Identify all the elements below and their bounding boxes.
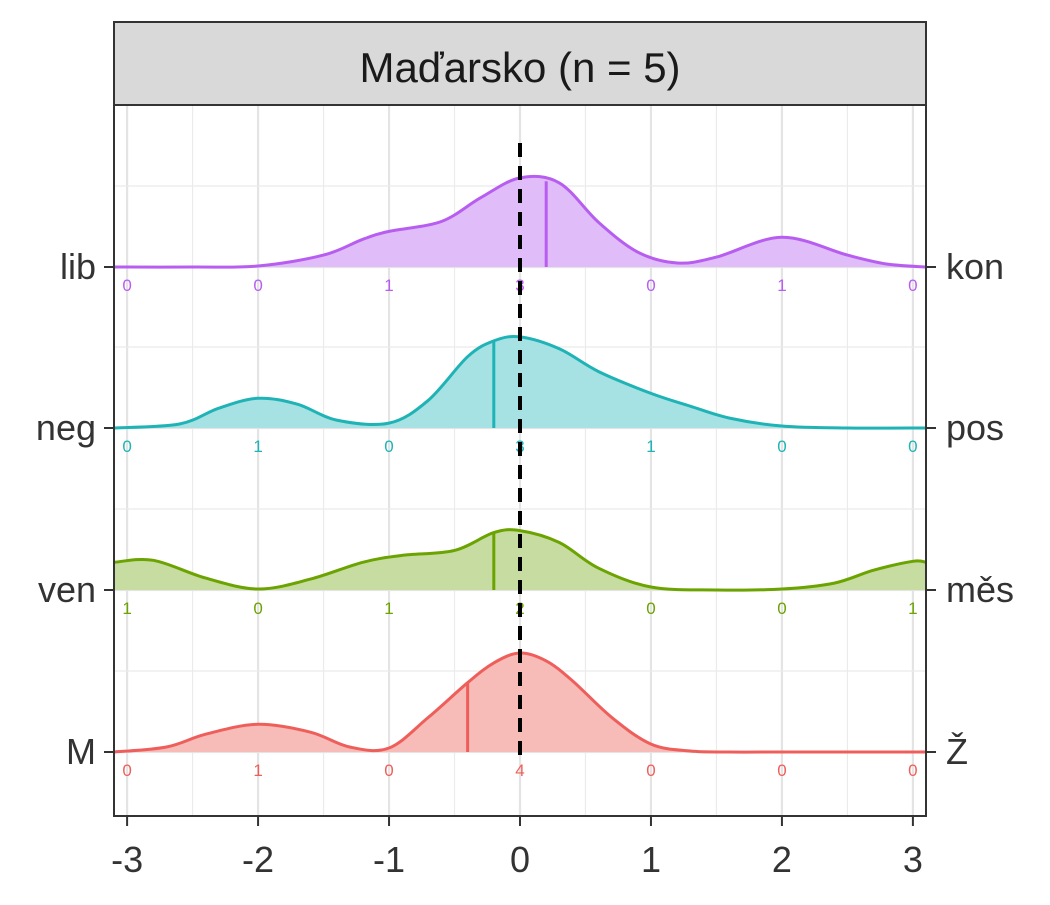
axes: -3 -2 -1 0 1 2 3 lib kon neg pos ven měs M Ž (36, 246, 1014, 880)
count-label: 1 (646, 437, 655, 456)
y-label-left: lib (60, 246, 96, 287)
count-label: 0 (908, 761, 917, 780)
x-tick-label: -1 (373, 839, 405, 880)
y-label-left: M (66, 731, 96, 772)
count-label: 1 (253, 437, 262, 456)
ridge-line (113, 651, 926, 754)
count-label: 4 (515, 761, 524, 780)
count-label: 0 (777, 761, 786, 780)
x-tick-label: 2 (772, 839, 792, 880)
y-label-right: pos (946, 407, 1004, 448)
count-label: 0 (384, 761, 393, 780)
count-label: 0 (122, 276, 131, 295)
count-label: 0 (253, 599, 262, 618)
count-label: 0 (253, 276, 262, 295)
count-label: 1 (122, 599, 131, 618)
x-tick-label: -3 (111, 839, 143, 880)
facet-strip-background (113, 21, 927, 106)
count-label: 0 (646, 599, 655, 618)
y-label-right: měs (946, 569, 1014, 610)
count-label: 1 (908, 599, 917, 618)
x-tick-label: -2 (242, 839, 274, 880)
count-label: 0 (646, 761, 655, 780)
count-label: 1 (777, 276, 786, 295)
facet-strip: Maďarsko (n = 5) (113, 21, 927, 106)
ridge-line (113, 528, 927, 592)
y-label-right: kon (946, 246, 1004, 287)
count-label: 0 (777, 599, 786, 618)
count-label: 0 (908, 437, 917, 456)
count-label: 0 (777, 437, 786, 456)
count-label: 0 (384, 437, 393, 456)
y-label-left: neg (36, 407, 96, 448)
x-tick-label: 1 (641, 839, 661, 880)
count-label: 0 (646, 276, 655, 295)
count-label: 1 (253, 761, 262, 780)
x-tick-label: 0 (510, 839, 530, 880)
ridge-line (113, 174, 927, 269)
count-label: 0 (122, 761, 131, 780)
count-label: 0 (908, 276, 917, 295)
y-label-left: ven (38, 569, 96, 610)
count-label: 0 (122, 437, 131, 456)
y-label-right: Ž (946, 731, 968, 772)
chart-title: Maďarsko (n = 5) (359, 44, 680, 91)
count-label: 1 (384, 276, 393, 295)
x-tick-label: 3 (903, 839, 923, 880)
count-label: 1 (384, 599, 393, 618)
